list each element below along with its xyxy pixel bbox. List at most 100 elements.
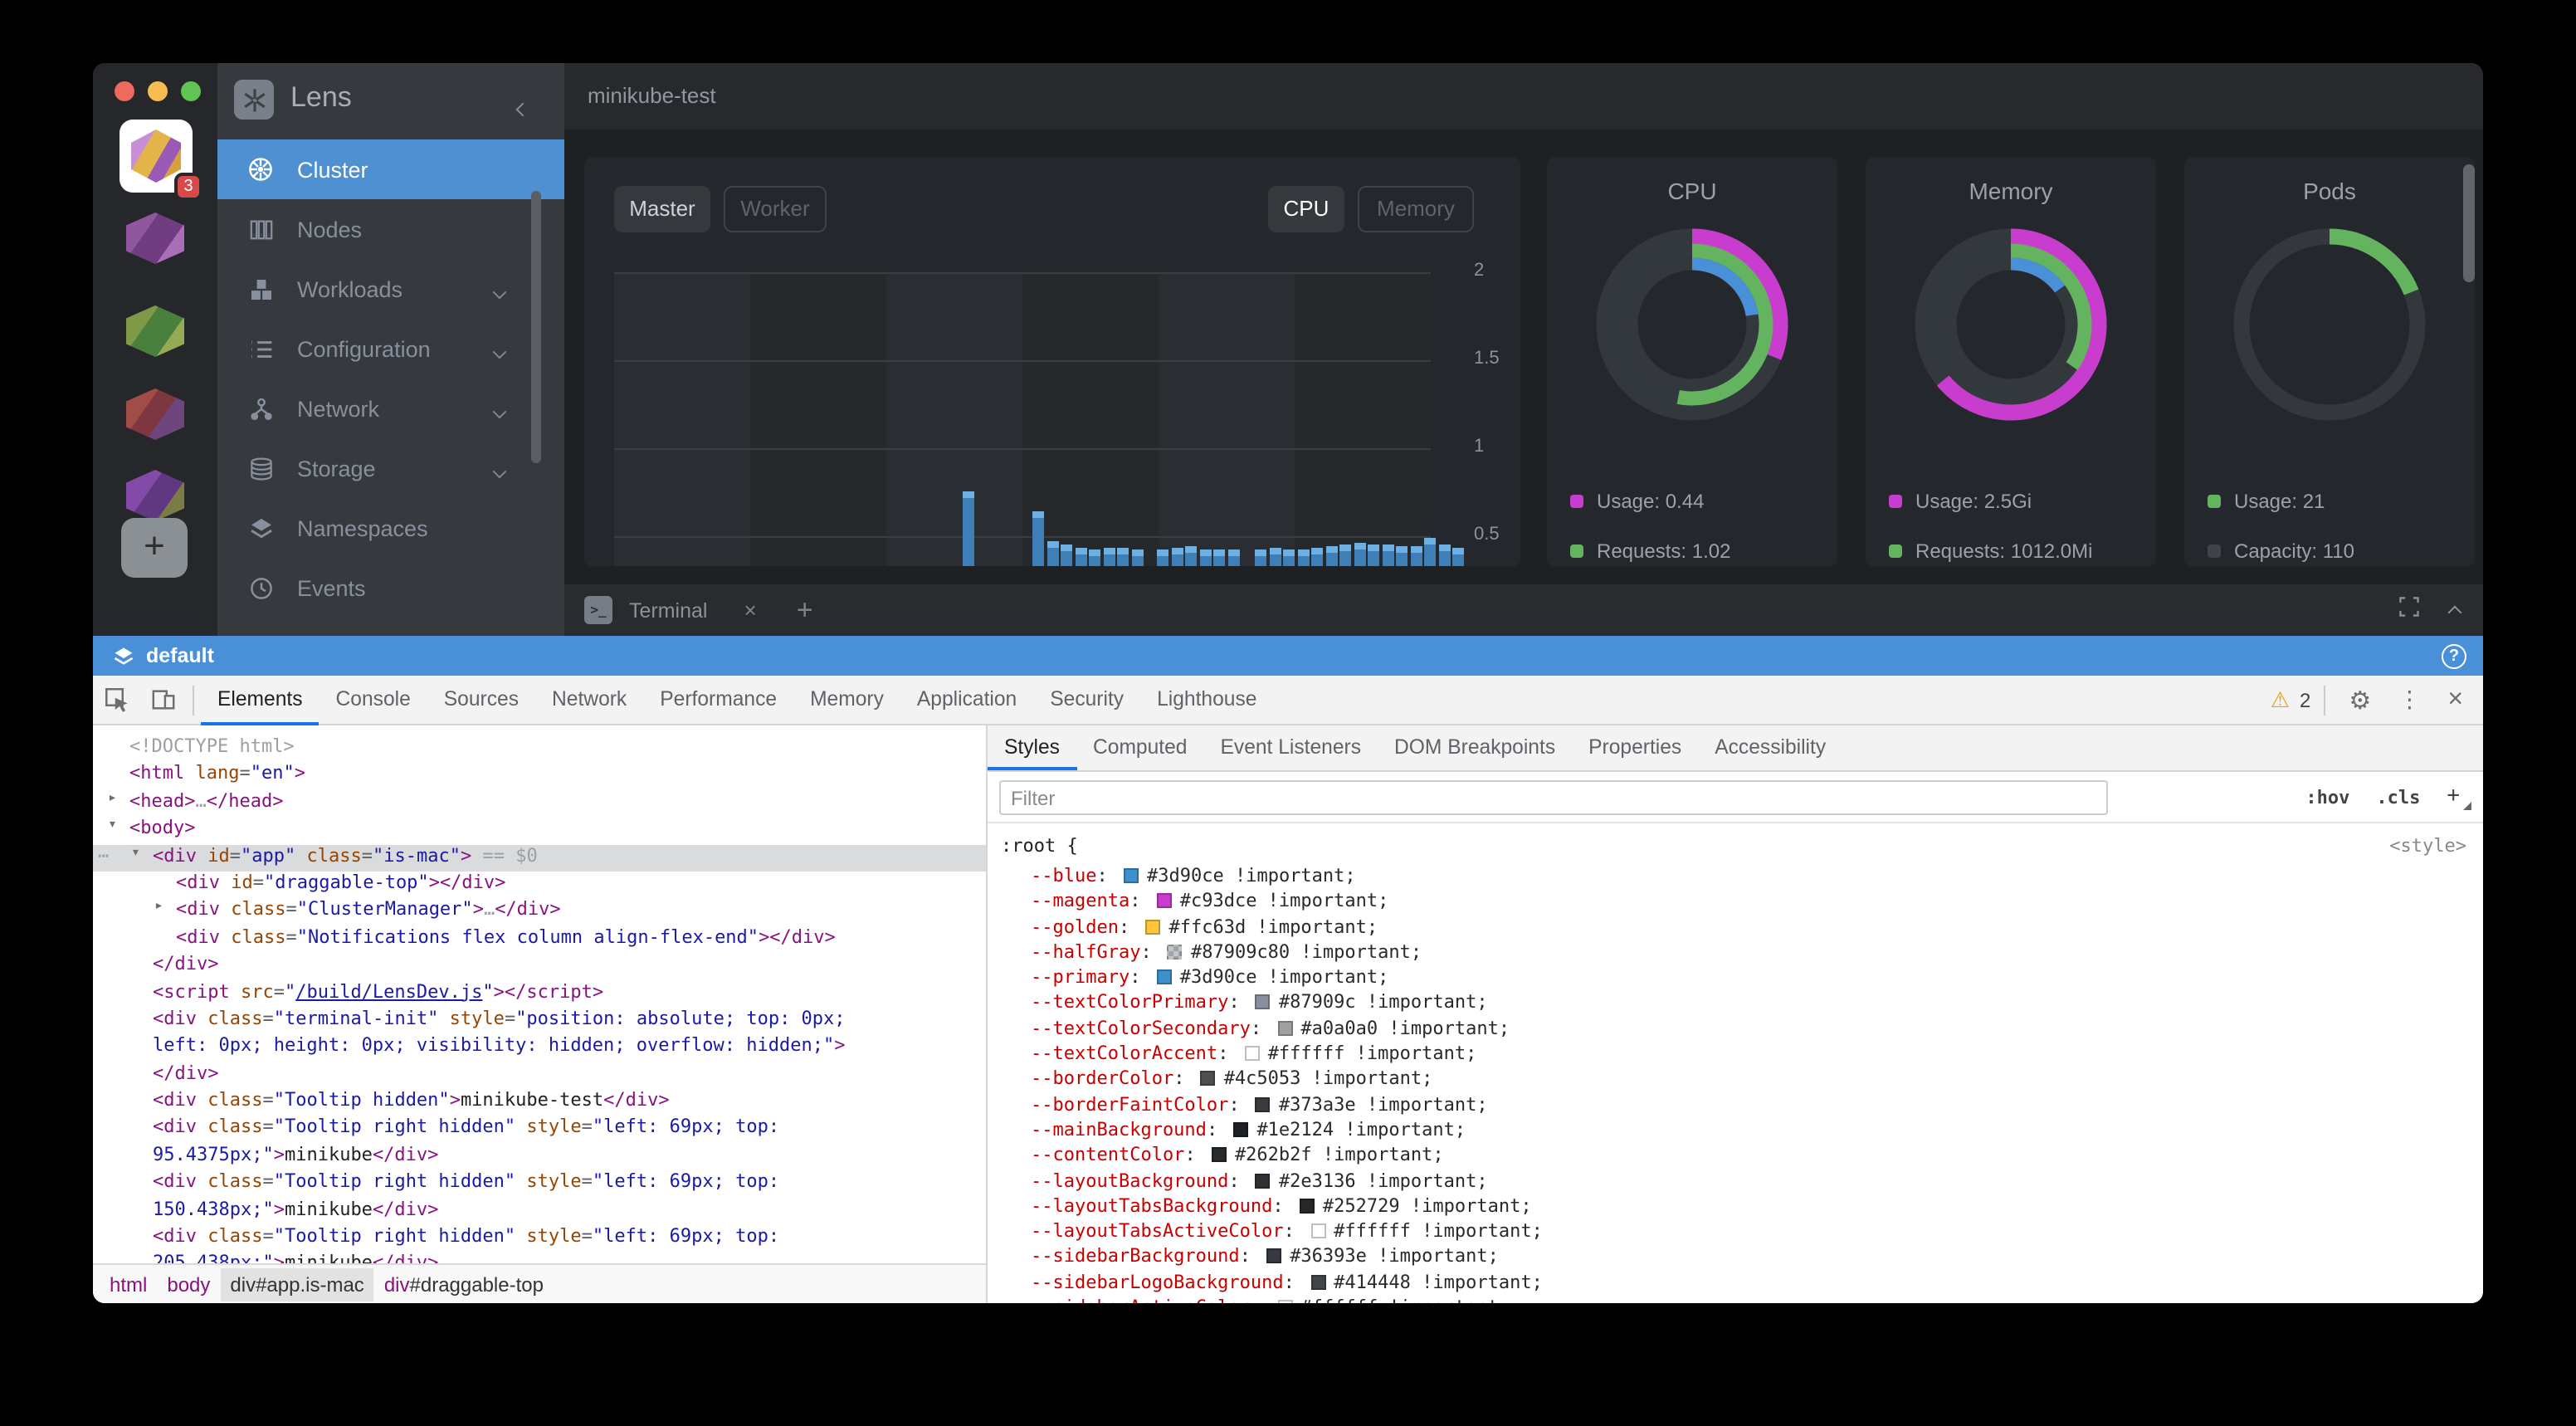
terminal-add-icon[interactable]: + (796, 593, 813, 625)
dom-tree-row[interactable]: ▾ <body> (108, 817, 196, 839)
dom-tree-row[interactable]: </div> (153, 1062, 219, 1084)
breadcrumb-item[interactable]: div#draggable-top (383, 1272, 544, 1296)
cluster-icon-green[interactable] (126, 305, 184, 357)
breadcrumb-item[interactable]: body (167, 1272, 211, 1296)
color-swatch[interactable] (1156, 969, 1172, 985)
color-swatch[interactable] (1255, 1173, 1271, 1189)
expand-arrow-icon[interactable]: ▾ (131, 844, 140, 862)
settings-gear-icon[interactable]: ⚙ (2349, 686, 2372, 715)
css-property-row[interactable]: --layoutTabsActiveColor: #ffffff !import… (1031, 1220, 1543, 1243)
sidebar-pane-tab-event-listeners[interactable]: Event Listeners (1220, 735, 1362, 759)
css-rule-origin[interactable]: <style> (2389, 835, 2466, 857)
terminal-close-icon[interactable]: × (744, 598, 757, 623)
dom-tree-row[interactable]: </div> (153, 953, 219, 975)
warning-icon[interactable]: ⚠ (2270, 686, 2291, 711)
cluster-icon-purple[interactable] (126, 212, 184, 264)
color-swatch[interactable] (1266, 1248, 1282, 1264)
new-style-rule-button[interactable]: + (2447, 784, 2471, 810)
sidebar-pane-tab-dom-breakpoints[interactable]: DOM Breakpoints (1394, 735, 1556, 759)
devtools-tab-elements[interactable]: Elements (201, 675, 320, 725)
color-swatch[interactable] (1299, 1198, 1315, 1214)
device-toolbar-icon[interactable] (139, 680, 186, 720)
css-property-row[interactable]: --textColorPrimary: #87909c !important; (1031, 991, 1488, 1013)
minimize-traffic-light[interactable] (148, 81, 168, 101)
node-menu-icon[interactable]: ⋯ (98, 844, 109, 867)
color-swatch[interactable] (1211, 1147, 1227, 1163)
expand-arrow-icon[interactable]: ▾ (108, 817, 117, 834)
namespace-name[interactable]: default (146, 644, 214, 667)
css-property-row[interactable]: --sidebarBackground: #36393e !important; (1031, 1245, 1499, 1267)
close-traffic-light[interactable] (115, 81, 134, 101)
sidebar-item-cluster[interactable]: Cluster (217, 139, 564, 199)
color-swatch[interactable] (1277, 1020, 1293, 1036)
color-swatch[interactable] (1145, 919, 1161, 935)
sidebar-item-namespaces[interactable]: Namespaces (217, 498, 564, 558)
color-swatch[interactable] (1124, 868, 1139, 883)
breadcrumb-item[interactable]: html (110, 1272, 148, 1296)
help-icon[interactable]: ? (2442, 643, 2466, 668)
styles-filter-input[interactable] (999, 780, 2108, 815)
dom-tree-row[interactable]: <div class="Tooltip hidden">minikube-tes… (153, 1089, 670, 1111)
inspect-element-icon[interactable] (93, 680, 139, 720)
dom-tree-row[interactable]: <div class="Tooltip right hidden" style=… (153, 1116, 780, 1138)
color-swatch[interactable] (1255, 994, 1271, 1010)
devtools-tab-security[interactable]: Security (1050, 686, 1125, 710)
css-property-row[interactable]: --contentColor: #262b2f !important; (1031, 1144, 1444, 1166)
css-property-row[interactable]: --textColorAccent: #ffffff !important; (1031, 1043, 1477, 1065)
dom-tree-row[interactable]: 150.438px;">minikube</div> (153, 1198, 439, 1220)
dom-tree-row[interactable]: left: 0px; height: 0px; visibility: hidd… (153, 1034, 846, 1057)
dom-tree-row[interactable]: ▸ <head>…</head> (108, 789, 284, 812)
color-swatch[interactable] (1277, 1300, 1293, 1303)
css-property-row[interactable]: --borderColor: #4c5053 !important; (1031, 1067, 1433, 1090)
css-property-row[interactable]: --mainBackground: #1e2124 !important; (1031, 1118, 1466, 1140)
css-property-row[interactable]: --sidebarActiveColor: #ffffff !important… (988, 1295, 2483, 1303)
terminal-fullscreen-icon[interactable] (2398, 595, 2420, 625)
expand-arrow-icon[interactable]: ▸ (108, 789, 117, 807)
devtools-tab-performance[interactable]: Performance (660, 686, 778, 710)
cluster-icon-red[interactable] (126, 388, 184, 440)
dom-tree-row[interactable]: <div class="Tooltip right hidden" style=… (153, 1225, 780, 1248)
dom-tree-row[interactable]: <div class="terminal-init" style="positi… (153, 1007, 846, 1029)
breadcrumb-item[interactable]: div#app.is-mac (220, 1267, 374, 1301)
devtools-tab-lighthouse[interactable]: Lighthouse (1157, 686, 1257, 710)
devtools-tab-memory[interactable]: Memory (810, 686, 884, 710)
active-cluster-icon[interactable]: 3 (120, 120, 202, 201)
dom-tree-row[interactable]: ▸ <div class="ClusterManager">…</div> (154, 898, 561, 921)
dom-tree-row[interactable]: <script src="/build/LensDev.js"></script… (153, 980, 604, 1003)
devtools-tab-sources[interactable]: Sources (443, 686, 520, 710)
sidebar-item-network[interactable]: Network (217, 378, 564, 438)
devtools-tab-console[interactable]: Console (335, 686, 411, 710)
color-swatch[interactable] (1156, 893, 1172, 909)
terminal-collapse-icon[interactable] (2447, 595, 2462, 625)
dom-tree-row[interactable]: 95.4375px;">minikube</div> (153, 1143, 439, 1165)
css-property-row[interactable]: --layoutBackground: #2e3136 !important; (1031, 1170, 1488, 1192)
content-scrollbar[interactable] (2463, 164, 2475, 282)
css-property-row[interactable]: --primary: #3d90ce !important; (1031, 966, 1389, 989)
more-options-icon[interactable]: ⋮ (2398, 686, 2422, 712)
dom-tree-row[interactable]: <div class="Tooltip right hidden" style=… (153, 1170, 780, 1193)
color-swatch[interactable] (1310, 1274, 1326, 1290)
sidebar-pane-tab-computed[interactable]: Computed (1093, 735, 1188, 759)
css-property-row[interactable]: --borderFaintColor: #373a3e !important; (1031, 1093, 1488, 1116)
color-swatch[interactable] (1244, 1046, 1260, 1062)
color-swatch[interactable] (1255, 1096, 1271, 1112)
warning-count[interactable]: 2 (2300, 688, 2311, 711)
sidebar-item-workloads[interactable]: Workloads (217, 259, 564, 319)
add-cluster-button[interactable]: + (121, 518, 188, 578)
dom-tree-row[interactable]: ⋯ ▾ <div id="app" class="is-mac"> == $0 (93, 844, 986, 872)
css-property-row[interactable]: --halfGray: #87909c80 !important; (1031, 940, 1422, 963)
cpu-metric-button[interactable]: CPU (1268, 186, 1344, 232)
color-swatch[interactable] (1167, 944, 1183, 960)
sidebar-pane-tab-styles[interactable]: Styles (988, 725, 1076, 770)
color-swatch[interactable] (1233, 1121, 1249, 1137)
cluster-icon-violet[interactable] (126, 470, 184, 521)
memory-metric-button[interactable]: Memory (1358, 186, 1474, 232)
css-property-row[interactable]: --textColorSecondary: #a0a0a0 !important… (1031, 1017, 1510, 1039)
worker-filter-button[interactable]: Worker (724, 186, 827, 232)
master-filter-button[interactable]: Master (614, 186, 710, 232)
dom-tree-row[interactable]: <div class="Notifications flex column al… (176, 925, 836, 948)
sidebar-item-configuration[interactable]: Configuration (217, 319, 564, 378)
sidebar-scrollbar[interactable] (531, 191, 541, 463)
css-property-row[interactable]: --blue: #3d90ce !important; (1031, 865, 1356, 886)
css-selector[interactable]: :root { (1001, 835, 1078, 857)
